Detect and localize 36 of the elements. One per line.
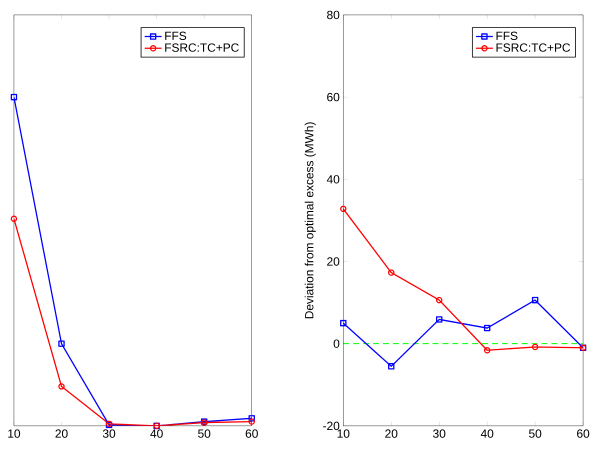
- legend-label: FFS: [496, 32, 518, 40]
- x-tick-label: 60: [246, 430, 258, 438]
- x-tick-label: 20: [55, 430, 68, 438]
- point: [248, 415, 255, 422]
- x-tick-label: 30: [102, 430, 116, 438]
- point: [484, 324, 490, 332]
- y-tick-label: 40: [326, 175, 340, 184]
- x-tick-label: 30: [433, 430, 446, 438]
- point: [388, 269, 394, 276]
- point: [532, 344, 538, 350]
- point: [10, 94, 18, 100]
- x-tick-label: 60: [577, 430, 590, 438]
- x-tick-label: 20: [385, 430, 398, 438]
- y-tick-label: 80: [327, 10, 340, 20]
- y-tick-label: -20: [323, 422, 340, 430]
- x-tick-label: 10: [8, 430, 20, 438]
- legend-label: FFS: [165, 32, 186, 40]
- legend-label: FSRC:TC+PC: [165, 44, 239, 52]
- legend-label: FSRC:TC+PC: [496, 44, 570, 52]
- y-tick-label: 0: [334, 340, 340, 348]
- point: [436, 297, 442, 304]
- x-tick-label: 50: [528, 430, 542, 438]
- point: [58, 340, 65, 348]
- x-tick-label: 40: [480, 430, 494, 438]
- point: [484, 347, 490, 354]
- point: [388, 363, 394, 370]
- point: [340, 320, 347, 326]
- x-tick-label: 50: [198, 430, 210, 438]
- point: [436, 316, 442, 323]
- point: [58, 383, 65, 390]
- y-axis-title: Deviation from optimal excess (MWh): [304, 122, 316, 318]
- y-tick-label: 60: [327, 93, 340, 102]
- point: [532, 297, 538, 304]
- x-tick-label: 40: [150, 430, 163, 438]
- y-tick-label: 20: [327, 257, 340, 266]
- x-tick-label: 10: [338, 430, 350, 438]
